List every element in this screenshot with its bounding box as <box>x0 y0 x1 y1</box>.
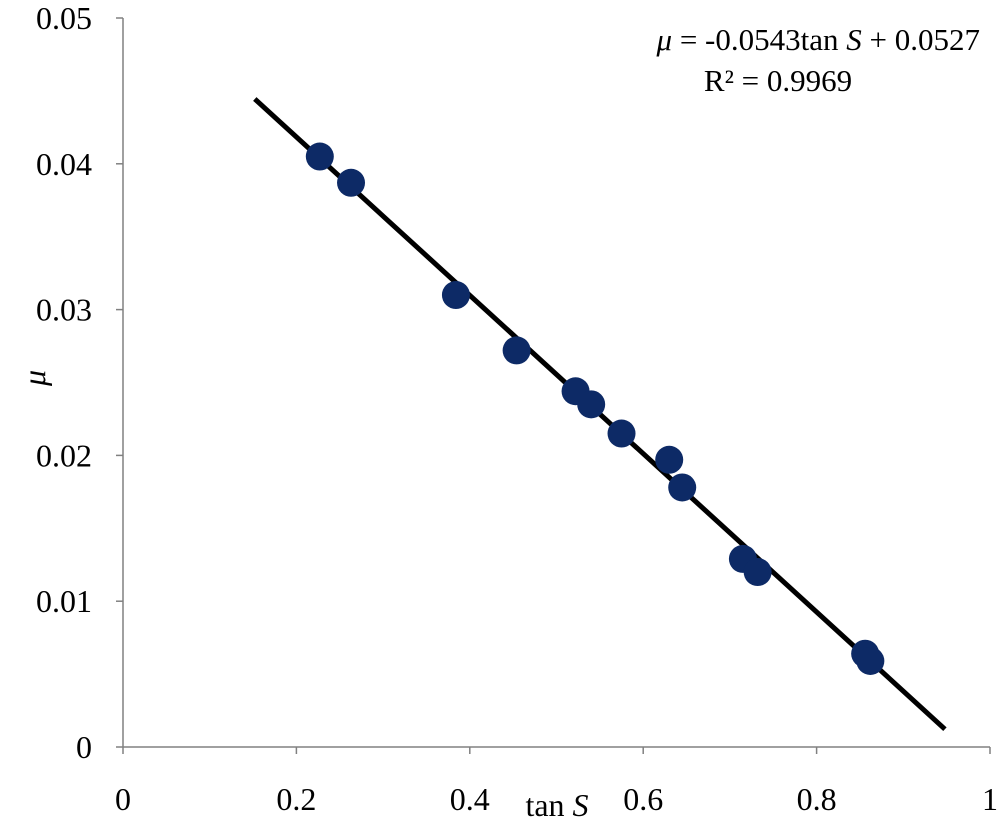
x-axis-title-var: S <box>573 787 589 823</box>
y-tick-label: 0.05 <box>36 0 92 36</box>
data-point <box>743 558 772 587</box>
data-point <box>607 419 636 448</box>
tick-marks <box>116 17 991 754</box>
y-tick-label: 0.04 <box>36 146 92 182</box>
x-tick-label: 0.6 <box>623 781 663 817</box>
x-tick-label: 0.4 <box>450 781 490 817</box>
data-point <box>305 142 334 171</box>
y-tick-label: 0.02 <box>36 437 92 473</box>
y-tick-label: 0 <box>76 729 92 765</box>
data-point <box>337 168 366 197</box>
equation-mu: μ <box>656 22 673 57</box>
data-point <box>655 445 684 474</box>
equation-tail: + 0.0527 <box>862 22 980 57</box>
x-tick-label: 0.2 <box>276 781 316 817</box>
x-axis-title-prefix: tan <box>525 787 572 823</box>
y-tick-label: 0.01 <box>36 583 92 619</box>
data-point <box>441 281 470 310</box>
equation-middle: = -0.0543tan <box>672 22 846 57</box>
y-tick-label: 0.03 <box>36 292 92 328</box>
data-point <box>668 473 697 502</box>
equation-line-1: μ = -0.0543tan S + 0.0527 <box>656 22 980 57</box>
data-point <box>856 646 885 675</box>
axes <box>122 18 990 748</box>
x-tick-label: 0.8 <box>797 781 837 817</box>
x-tick-label: 1 <box>982 781 998 817</box>
data-point <box>577 390 606 419</box>
data-points <box>305 142 885 675</box>
x-axis-title: tan S <box>525 787 588 823</box>
y-axis-title: μ <box>16 370 52 387</box>
equation-s: S <box>846 22 862 57</box>
r-squared-label: R² = 0.9969 <box>704 63 852 98</box>
x-tick-label: 0 <box>115 781 131 817</box>
data-point <box>502 336 531 365</box>
tick-labels: 0 0.2 0.4 0.6 0.8 1 0 0.01 0.02 0.03 0.04 0.05 <box>36 0 998 817</box>
